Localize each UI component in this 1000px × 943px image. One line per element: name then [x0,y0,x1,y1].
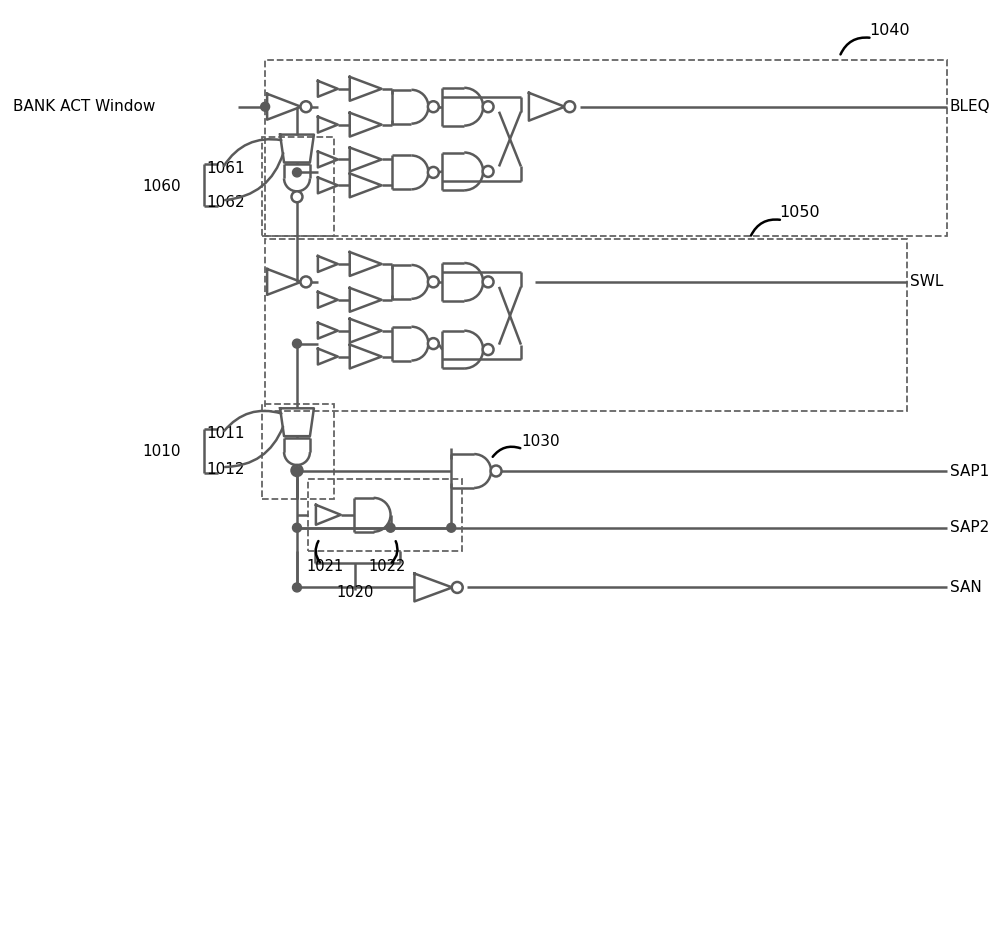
Text: 1060: 1060 [143,179,181,194]
Circle shape [483,166,494,177]
Circle shape [483,101,494,112]
Circle shape [483,344,494,356]
Circle shape [293,168,301,177]
Bar [262,405,334,499]
Circle shape [300,101,311,112]
Circle shape [428,339,439,349]
Text: BLEQ: BLEQ [950,99,991,114]
Text: 1010: 1010 [143,443,181,458]
Circle shape [261,102,270,111]
Circle shape [452,582,463,593]
Circle shape [292,465,302,476]
Text: 1061: 1061 [206,161,245,176]
Text: SAN: SAN [950,580,982,595]
Circle shape [447,523,456,532]
Text: 1022: 1022 [369,558,406,573]
Circle shape [293,339,301,348]
Circle shape [483,276,494,288]
Text: 1050: 1050 [780,206,820,221]
Text: 1020: 1020 [336,586,373,601]
Text: 1062: 1062 [206,195,245,209]
Circle shape [428,101,439,112]
Text: SAP1: SAP1 [950,464,989,478]
Text: SWL: SWL [910,274,943,290]
Circle shape [293,467,301,475]
Circle shape [428,276,439,288]
Circle shape [491,466,502,476]
Text: 1021: 1021 [306,558,343,573]
Circle shape [428,167,439,178]
Circle shape [564,101,575,112]
Circle shape [293,523,301,532]
Text: SAP2: SAP2 [950,521,989,536]
Text: 1030: 1030 [521,434,560,449]
Text: 1012: 1012 [206,461,245,476]
Text: 1040: 1040 [869,23,910,38]
Circle shape [300,276,311,288]
Circle shape [293,583,301,592]
Circle shape [292,191,302,203]
Bar [265,60,947,236]
Text: 1011: 1011 [206,425,245,440]
Bar [265,240,907,411]
Circle shape [386,523,395,532]
Bar [262,137,334,236]
Text: BANK ACT Window: BANK ACT Window [13,99,156,114]
Bar [308,479,462,551]
